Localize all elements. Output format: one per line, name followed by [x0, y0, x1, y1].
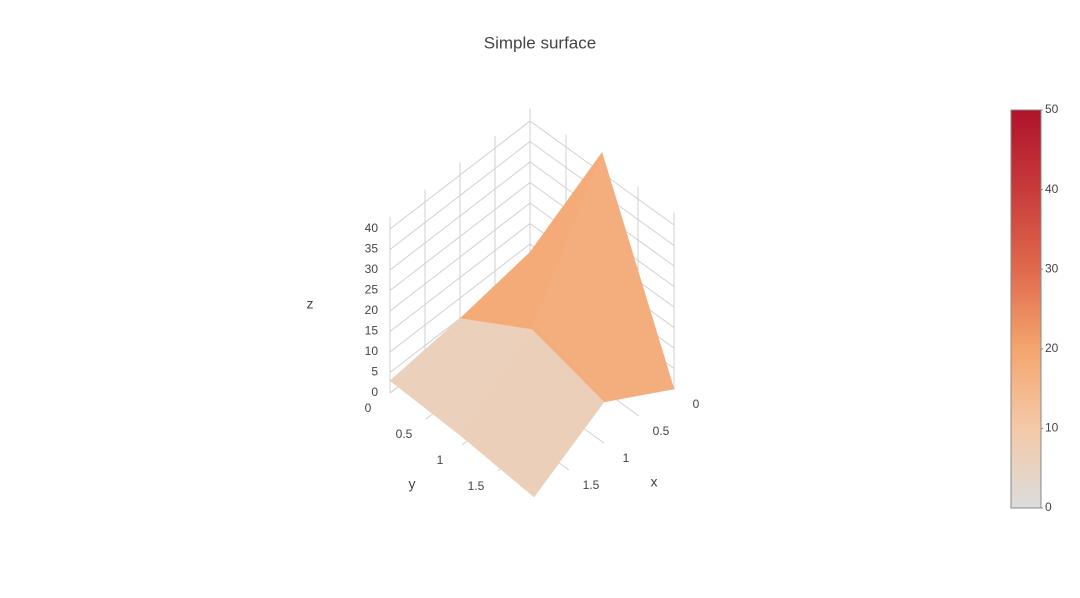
x-tick-label: 0: [693, 397, 700, 411]
z-tick-label: 40: [365, 221, 379, 235]
colorbar-tick-label: 50: [1045, 102, 1059, 116]
z-axis-title: z: [307, 296, 314, 312]
y-tick-label: 1.5: [468, 479, 485, 493]
z-tick-label: 25: [365, 283, 379, 297]
x-tick-label: 1: [623, 451, 630, 465]
z-tick-label: 35: [365, 242, 379, 256]
z-tick-label: 0: [371, 385, 378, 399]
z-tick-label: 10: [365, 344, 379, 358]
surface-patch: [461, 329, 605, 498]
x-tick-label: 1.5: [583, 478, 600, 492]
colorbar-tick-label: 20: [1045, 341, 1059, 355]
colorbar: [1010, 109, 1042, 509]
z-tick-label: 20: [365, 303, 379, 317]
x-tick-label: 0.5: [653, 424, 670, 438]
z-tick-label: 30: [365, 262, 379, 276]
y-tick-label: 0: [365, 401, 372, 415]
colorbar-tick-label: 10: [1045, 421, 1059, 435]
x-axis-title: x: [651, 474, 658, 490]
z-tick-label: 5: [371, 365, 378, 379]
colorbar-tick-label: 40: [1045, 182, 1059, 196]
y-tick-label: 0.5: [396, 427, 413, 441]
y-tick-label: 1: [437, 453, 444, 467]
colorbar-tick-label: 30: [1045, 261, 1059, 275]
y-axis-title: y: [409, 476, 416, 492]
z-tick-label: 15: [365, 324, 379, 338]
colorbar-tick-label: 0: [1045, 500, 1052, 514]
chart-title: Simple surface: [484, 33, 596, 52]
